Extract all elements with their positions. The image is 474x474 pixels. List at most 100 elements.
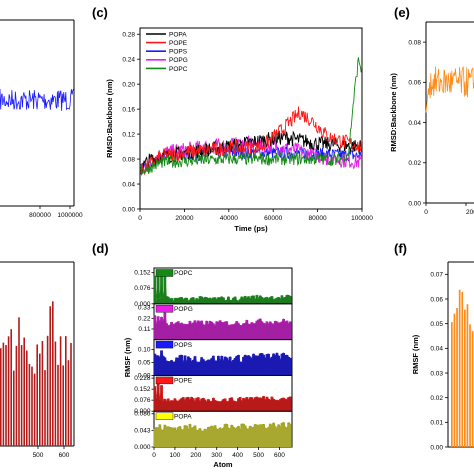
bar	[285, 399, 289, 412]
bar	[181, 299, 185, 304]
bar	[282, 422, 286, 447]
rmsd-chart: 0 20000 40000 60000 80000 100000 0.00 0.04 0.08 0…	[105, 27, 373, 233]
bar	[211, 427, 215, 447]
left-top-chart: 800000 1000000	[0, 19, 83, 219]
bar	[255, 396, 259, 412]
bar	[201, 398, 205, 412]
bar	[268, 297, 272, 304]
bar	[165, 296, 168, 304]
bar	[170, 360, 173, 376]
bar	[277, 424, 281, 447]
bar	[218, 402, 222, 412]
bar	[217, 429, 220, 447]
y-tick-label: 0.12	[122, 131, 135, 138]
bar	[253, 355, 257, 376]
bar	[247, 296, 250, 304]
bar	[173, 323, 177, 340]
bar	[237, 426, 240, 447]
bar	[191, 398, 195, 412]
bar	[268, 423, 272, 447]
x-tick-label: 500	[33, 452, 44, 459]
bar	[272, 299, 275, 304]
y-tick-label: 0.01	[430, 420, 443, 427]
bar	[215, 299, 219, 304]
bar	[273, 320, 277, 340]
bar	[23, 337, 25, 446]
bar	[260, 424, 264, 447]
bar	[227, 427, 230, 447]
bar	[223, 424, 227, 447]
bar	[5, 345, 7, 446]
bar	[258, 397, 262, 412]
bar	[161, 320, 165, 340]
panel-label-d: (d)	[92, 241, 109, 256]
bar	[258, 295, 262, 304]
legend-box-popa	[155, 412, 174, 420]
bar	[211, 397, 215, 412]
bar	[233, 429, 237, 447]
bar	[36, 344, 38, 446]
y-tick-label: 0.04	[122, 181, 135, 188]
bar	[153, 275, 157, 304]
y-tick-label: 0.20	[122, 81, 135, 88]
bar	[175, 322, 178, 340]
bar	[469, 324, 471, 447]
bar	[278, 298, 282, 304]
y-tick-label: 0.06	[430, 296, 443, 303]
x-tick-label: 2000	[466, 209, 474, 216]
bar	[223, 321, 227, 340]
bar	[183, 324, 187, 340]
bar	[158, 399, 162, 412]
bar	[238, 299, 242, 304]
bar	[195, 397, 199, 412]
bar	[278, 427, 282, 447]
bar	[280, 398, 284, 412]
bar	[255, 424, 259, 447]
bar	[200, 398, 204, 412]
bar	[242, 398, 245, 412]
bar	[223, 356, 227, 376]
bar	[242, 356, 245, 376]
bar	[180, 297, 183, 304]
bar	[178, 355, 182, 376]
bar	[171, 361, 175, 376]
bar	[183, 298, 187, 304]
bar	[213, 325, 217, 340]
legend-box-popc	[155, 269, 174, 277]
bar	[265, 321, 269, 340]
bar	[203, 361, 207, 376]
y-tick-label: 0.11	[138, 326, 151, 333]
bar	[210, 321, 214, 340]
bar	[456, 308, 458, 447]
bar	[230, 300, 234, 304]
bar	[268, 359, 272, 376]
bar	[206, 324, 210, 340]
bar	[198, 428, 202, 447]
bar	[287, 357, 291, 376]
x-tick-label: 1000000	[57, 212, 83, 219]
legend-label-popg: POPG	[169, 57, 188, 64]
bar	[52, 301, 54, 446]
bar	[225, 300, 229, 304]
bar	[248, 298, 252, 304]
bar	[185, 397, 189, 412]
x-tick-label: 80000	[309, 215, 327, 222]
bar	[240, 401, 244, 412]
bar	[203, 297, 207, 304]
bar	[280, 321, 284, 340]
bar	[193, 356, 197, 376]
bar	[183, 400, 187, 412]
bar	[171, 301, 175, 304]
bar	[46, 335, 49, 446]
bar	[277, 297, 281, 304]
legend-box-popg	[155, 305, 174, 313]
y-tick-label: 0.00	[138, 372, 151, 379]
bar	[237, 300, 240, 304]
bar	[255, 320, 259, 340]
bar	[166, 361, 170, 376]
bar	[275, 321, 279, 340]
profile-line	[154, 379, 291, 403]
bar	[265, 354, 269, 376]
bar	[282, 298, 286, 304]
bar	[228, 300, 232, 304]
